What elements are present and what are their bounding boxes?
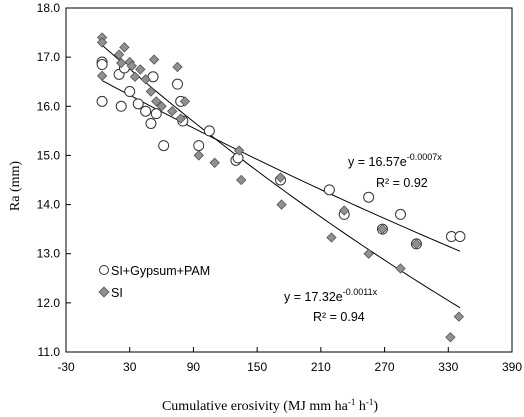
x-tick-label: 270	[375, 360, 395, 374]
x-tick-label: -30	[57, 360, 75, 374]
data-point-gypsum	[145, 117, 157, 129]
y-tick-label: 14.0	[37, 198, 61, 212]
data-point-gypsum	[158, 140, 170, 152]
data-point-si	[151, 96, 162, 107]
legend-marker-si	[98, 286, 110, 298]
data-point-si	[209, 157, 220, 168]
data-point-si	[126, 60, 138, 72]
x-tick-label: 210	[311, 360, 331, 374]
r2-si: R² = 0.94	[313, 310, 365, 324]
data-point-gypsum	[140, 105, 152, 117]
data-point-si	[129, 71, 141, 82]
data-point-si	[156, 101, 167, 112]
data-point-si	[236, 174, 247, 186]
data-point-gypsum	[96, 95, 108, 107]
data-point-gypsum	[203, 125, 215, 137]
fit-equation-si: y = 17.32e-0.0011x	[284, 287, 378, 304]
legend-label-si: SI	[111, 286, 123, 300]
x-tick-label: 90	[187, 360, 201, 374]
x-tick-label: 150	[247, 360, 267, 374]
data-point-gypsum	[172, 78, 183, 90]
plot-frame-border	[65, 7, 513, 353]
x-axis-label: Cumulative erosivity (MJ mm ha-1 h-1)	[162, 397, 378, 414]
data-point-gypsum	[395, 208, 406, 220]
data-point-gypsum	[363, 191, 375, 203]
data-point-si	[135, 64, 146, 75]
data-point-gypsum	[323, 184, 335, 196]
r2-gypsum: R² = 0.92	[376, 176, 428, 190]
x-tick-label: 30	[123, 360, 137, 374]
data-point-si	[172, 61, 183, 73]
y-tick-label: 11.0	[38, 345, 61, 359]
data-point-si	[276, 199, 287, 210]
data-point-gypsum	[124, 86, 136, 98]
y-tick-label: 13.0	[37, 247, 61, 261]
data-point-si	[96, 70, 108, 81]
data-point-si	[275, 172, 286, 183]
y-tick-label: 18.0	[37, 1, 61, 15]
data-point-si	[233, 145, 245, 156]
data-point-si	[395, 263, 406, 274]
legend: SI+Gypsum+PAM SI	[98, 264, 210, 300]
data-point-si	[179, 96, 191, 107]
data-point-si	[167, 106, 178, 117]
plot-frame	[65, 7, 513, 353]
data-point-si	[377, 223, 388, 235]
x-tick-label: 330	[438, 360, 458, 374]
data-point-si	[119, 42, 130, 53]
data-point-si	[145, 86, 157, 97]
fit-equation-gypsum: y = 16.57e-0.0007x	[348, 152, 442, 169]
y-axis-label: Ra (mm)	[8, 161, 23, 211]
data-point-si	[326, 232, 337, 243]
data-point-gypsum	[115, 100, 127, 112]
y-axis: 11.0 12.0 13.0 14.0 15.0 16.0 17.0 18.0	[37, 1, 71, 359]
trendline-gypsum	[101, 80, 461, 252]
data-point-si	[116, 57, 127, 69]
data-point-gypsum	[150, 108, 162, 120]
data-point-si	[96, 37, 108, 48]
data-point-gypsum	[193, 140, 205, 152]
data-point-si	[445, 332, 456, 343]
data-point-si	[140, 74, 151, 85]
x-tick-label: 390	[502, 360, 522, 374]
legend-marker-gypsum	[99, 265, 109, 275]
data-point-si	[339, 205, 350, 216]
data-point-si	[363, 248, 374, 259]
y-tick-label: 17.0	[37, 50, 61, 64]
data-point-si	[411, 238, 422, 250]
data-point-si	[113, 49, 125, 60]
legend-label-gypsum: SI+Gypsum+PAM	[111, 264, 210, 278]
data-point-gypsum	[132, 98, 144, 110]
data-point-si	[193, 150, 204, 161]
data-point-si	[453, 311, 465, 322]
data-point-si	[148, 54, 160, 65]
y-tick-label: 15.0	[37, 148, 61, 162]
y-tick-label: 12.0	[37, 296, 61, 310]
data-point-gypsum	[454, 231, 466, 243]
y-tick-label: 16.0	[37, 99, 61, 113]
data-point-gypsum	[96, 59, 108, 71]
data-point-si	[175, 113, 186, 124]
x-axis: -30 30 90 150 210 270 330 390	[57, 347, 522, 374]
data-points	[96, 32, 466, 343]
